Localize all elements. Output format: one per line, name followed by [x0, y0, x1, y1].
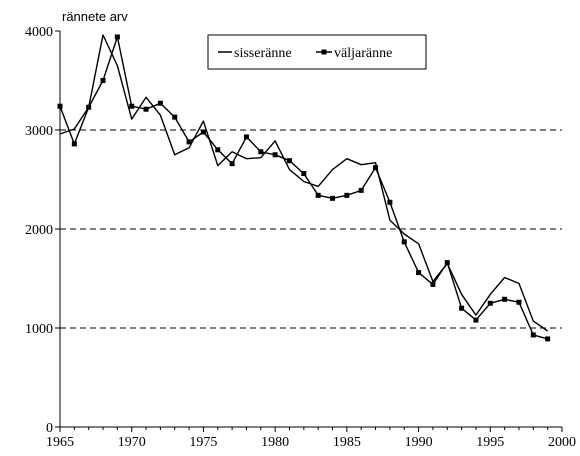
y-tick-label-3000: 3000 [25, 124, 53, 139]
series-2-point-1995 [487, 300, 493, 306]
x-tick-label-1975: 1975 [189, 435, 217, 450]
series-2-point-1988 [387, 199, 393, 205]
series-2-point-1994 [473, 317, 479, 323]
series-2-point-1966 [71, 141, 77, 147]
legend-label-valjaranne: väljaränne [334, 46, 392, 61]
series-1-line [59, 34, 549, 332]
series-2-point-1970 [129, 103, 135, 109]
series-2-point-1965 [57, 103, 63, 109]
series-2-point-1980 [272, 152, 278, 158]
series-2-point-1969 [114, 34, 120, 40]
axes [55, 30, 563, 432]
series-2-point-1973 [172, 114, 178, 120]
series-2-point-1993 [459, 305, 465, 311]
series-2-point-1999 [545, 336, 551, 342]
series-2-point-1984 [330, 195, 336, 201]
series-2-point-1991 [430, 281, 436, 287]
y-axis-title: rännete arv [62, 9, 128, 24]
y-tick-label-0: 0 [46, 421, 53, 436]
legend: sisseränne väljaränne [207, 34, 427, 70]
series-2-point-1971 [143, 106, 149, 112]
x-tick-label-1990: 1990 [405, 435, 433, 450]
x-tick-label-2000: 2000 [548, 435, 576, 450]
y-tick-label-1000: 1000 [25, 322, 53, 337]
x-tick-label-1965: 1965 [46, 435, 74, 450]
series-2-point-1975 [200, 129, 206, 135]
series-2-point-1987 [373, 165, 379, 171]
series-2-point-1998 [530, 332, 536, 338]
series-2-point-1978 [243, 134, 249, 140]
y-tick-label-4000: 4000 [25, 25, 53, 40]
series-2-point-1985 [344, 192, 350, 198]
series-group [57, 34, 551, 342]
series-2-point-1986 [358, 187, 364, 193]
legend-marker-valjaranne [321, 49, 327, 55]
x-tick-label-1980: 1980 [261, 435, 289, 450]
x-tick-label-1970: 1970 [118, 435, 146, 450]
series-2-point-1977 [229, 161, 235, 167]
series-2-point-1982 [301, 171, 307, 177]
gridlines [60, 129, 562, 329]
series-2-point-1967 [86, 104, 92, 110]
series-2-point-1981 [286, 158, 292, 164]
legend-label-sisseranne: sisseränne [234, 46, 292, 61]
x-tick-label-1985: 1985 [333, 435, 361, 450]
series-2-point-1976 [215, 147, 221, 153]
series-2-point-1974 [186, 139, 192, 145]
series-2-point-1992 [444, 260, 450, 266]
series-2-point-1983 [315, 192, 321, 198]
series-2-point-1972 [157, 100, 163, 106]
series-2-point-1996 [502, 296, 508, 302]
series-2-point-1990 [416, 270, 422, 276]
series-2-point-1979 [258, 149, 264, 155]
series-2-point-1989 [401, 239, 407, 245]
tick-labels: 0 1000 2000 3000 4000 1965 1970 1975 1980 1985 199… [25, 25, 576, 450]
series-2-point-1968 [100, 78, 106, 83]
series-2-line [59, 36, 548, 340]
y-tick-label-2000: 2000 [25, 223, 53, 238]
x-tick-label-1995: 1995 [476, 435, 504, 450]
series-2-point-1997 [516, 299, 522, 305]
